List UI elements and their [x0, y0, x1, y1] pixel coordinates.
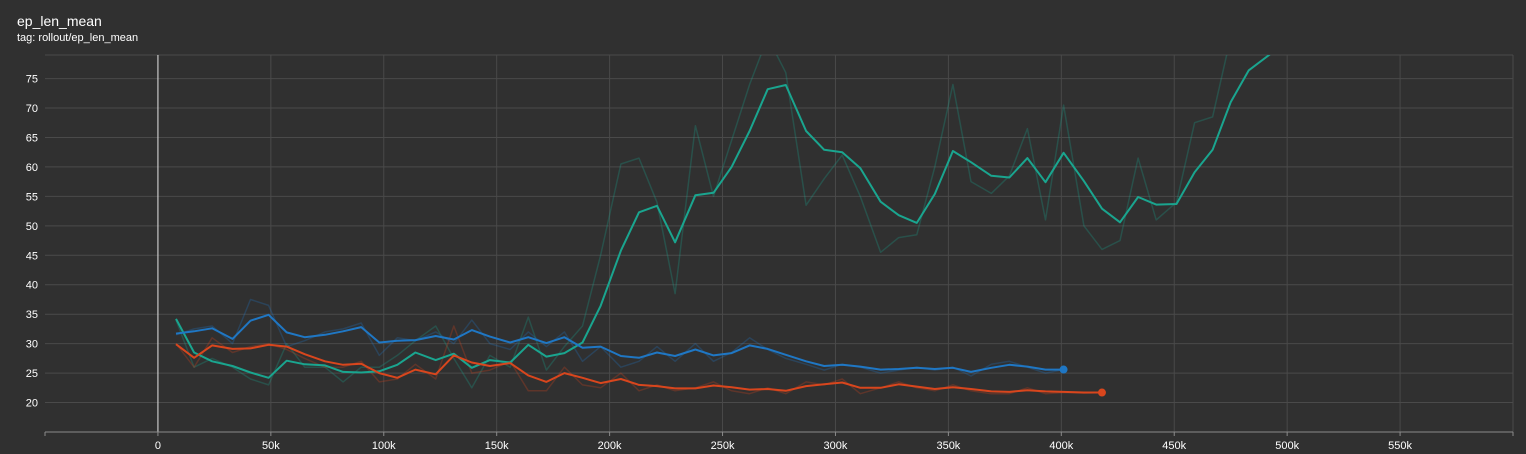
y-tick-label: 60: [26, 162, 38, 174]
x-tick-label: 50k: [262, 440, 280, 452]
x-tick-label: 400k: [1049, 440, 1073, 452]
x-tick-label: 100k: [372, 440, 396, 452]
axis-layer: [44, 431, 1514, 436]
chart-title: ep_len_mean: [17, 13, 102, 29]
series-2-smoothed-line[interactable]: [175, 313, 1064, 373]
series-1-smoothed-line[interactable]: [175, 37, 1287, 379]
x-tick-label: 250k: [711, 440, 735, 452]
tick-label-layer: 20 25 30 35 40 45 50 55 60 65 70 75 0 50k 100k 150k 200k…: [26, 74, 1413, 452]
x-tick-label: 0: [155, 440, 161, 452]
y-tick-label: 50: [26, 221, 38, 233]
y-tick-label: 25: [26, 368, 38, 380]
x-tick-label: 350k: [936, 440, 960, 452]
x-tick-label: 550k: [1388, 440, 1412, 452]
x-tick-label: 200k: [598, 440, 622, 452]
chart-subtitle: tag: rollout/ep_len_mean: [17, 32, 139, 44]
y-tick-label: 40: [26, 280, 38, 292]
x-tick-label: 150k: [485, 440, 509, 452]
y-tick-label: 65: [26, 132, 38, 144]
y-tick-label: 35: [26, 309, 38, 321]
x-tick-label: 300k: [824, 440, 848, 452]
y-tick-label: 45: [26, 250, 38, 262]
y-tick-label: 75: [26, 74, 38, 86]
y-tick-label: 70: [26, 103, 38, 115]
x-tick-label: 500k: [1275, 440, 1299, 452]
series-layer: [175, 37, 1287, 397]
y-tick-label: 55: [26, 191, 38, 203]
grid-layer: [45, 54, 1514, 432]
series-2-end-marker[interactable]: [1059, 365, 1068, 374]
series-3-smoothed-line[interactable]: [175, 343, 1102, 394]
x-tick-label: 450k: [1162, 440, 1186, 452]
series-3-end-marker[interactable]: [1097, 388, 1106, 397]
y-tick-label: 20: [26, 398, 38, 410]
y-tick-label: 30: [26, 339, 38, 351]
series-1-raw-line: [175, 55, 1228, 389]
